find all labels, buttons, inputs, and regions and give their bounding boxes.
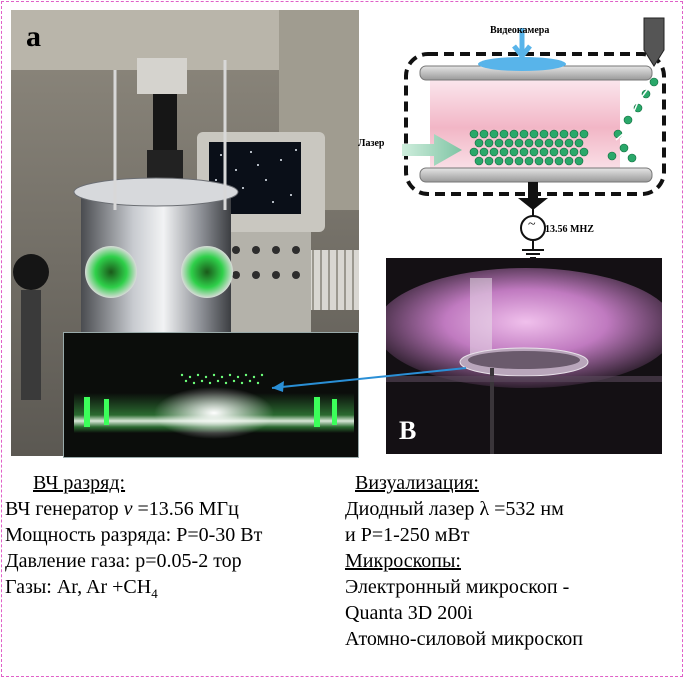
laser-power-line: и Р=1-250 мВт [345,524,470,546]
sem-line: Электронный микроскоп - [345,576,570,598]
generator-line: ВЧ генератор ν =13.56 МГц [5,498,239,520]
laser-label: Лазер [358,138,385,149]
panel-label-b: B [399,416,417,445]
inset-dust-crystal [63,332,359,458]
afm-line: Атомно-силовой микроскоп [345,628,583,650]
ac-source-symbol: ~ [528,217,536,232]
sem-model-line: Quanta 3D 200i [345,602,473,624]
power-line: Мощность разряда: Р=0-30 Вт [5,524,263,546]
photo-plasma [386,258,662,454]
discharge-heading: ВЧ разряд: [33,472,126,494]
laser-line: Диодный лазер λ =532 нм [345,498,564,520]
visualization-heading: Визуализация: [355,472,479,494]
frequency-label: 13.56 MHZ [545,224,594,235]
microscopes-heading: Микроскопы: [345,550,461,572]
pressure-line: Давление газа: p=0.05-2 тор [5,550,242,572]
visualization-parameters: Визуализация: Диодный лазер λ =532 нм и … [345,470,583,652]
panel-label-a: a [26,20,41,53]
gases-line: Газы: Ar, Ar +CH4 [5,576,158,601]
schematic-diagram [362,10,676,259]
camera-label: Видеокамера [490,25,550,36]
discharge-parameters: ВЧ разряд: ВЧ генератор ν =13.56 МГц Мощ… [5,470,262,607]
